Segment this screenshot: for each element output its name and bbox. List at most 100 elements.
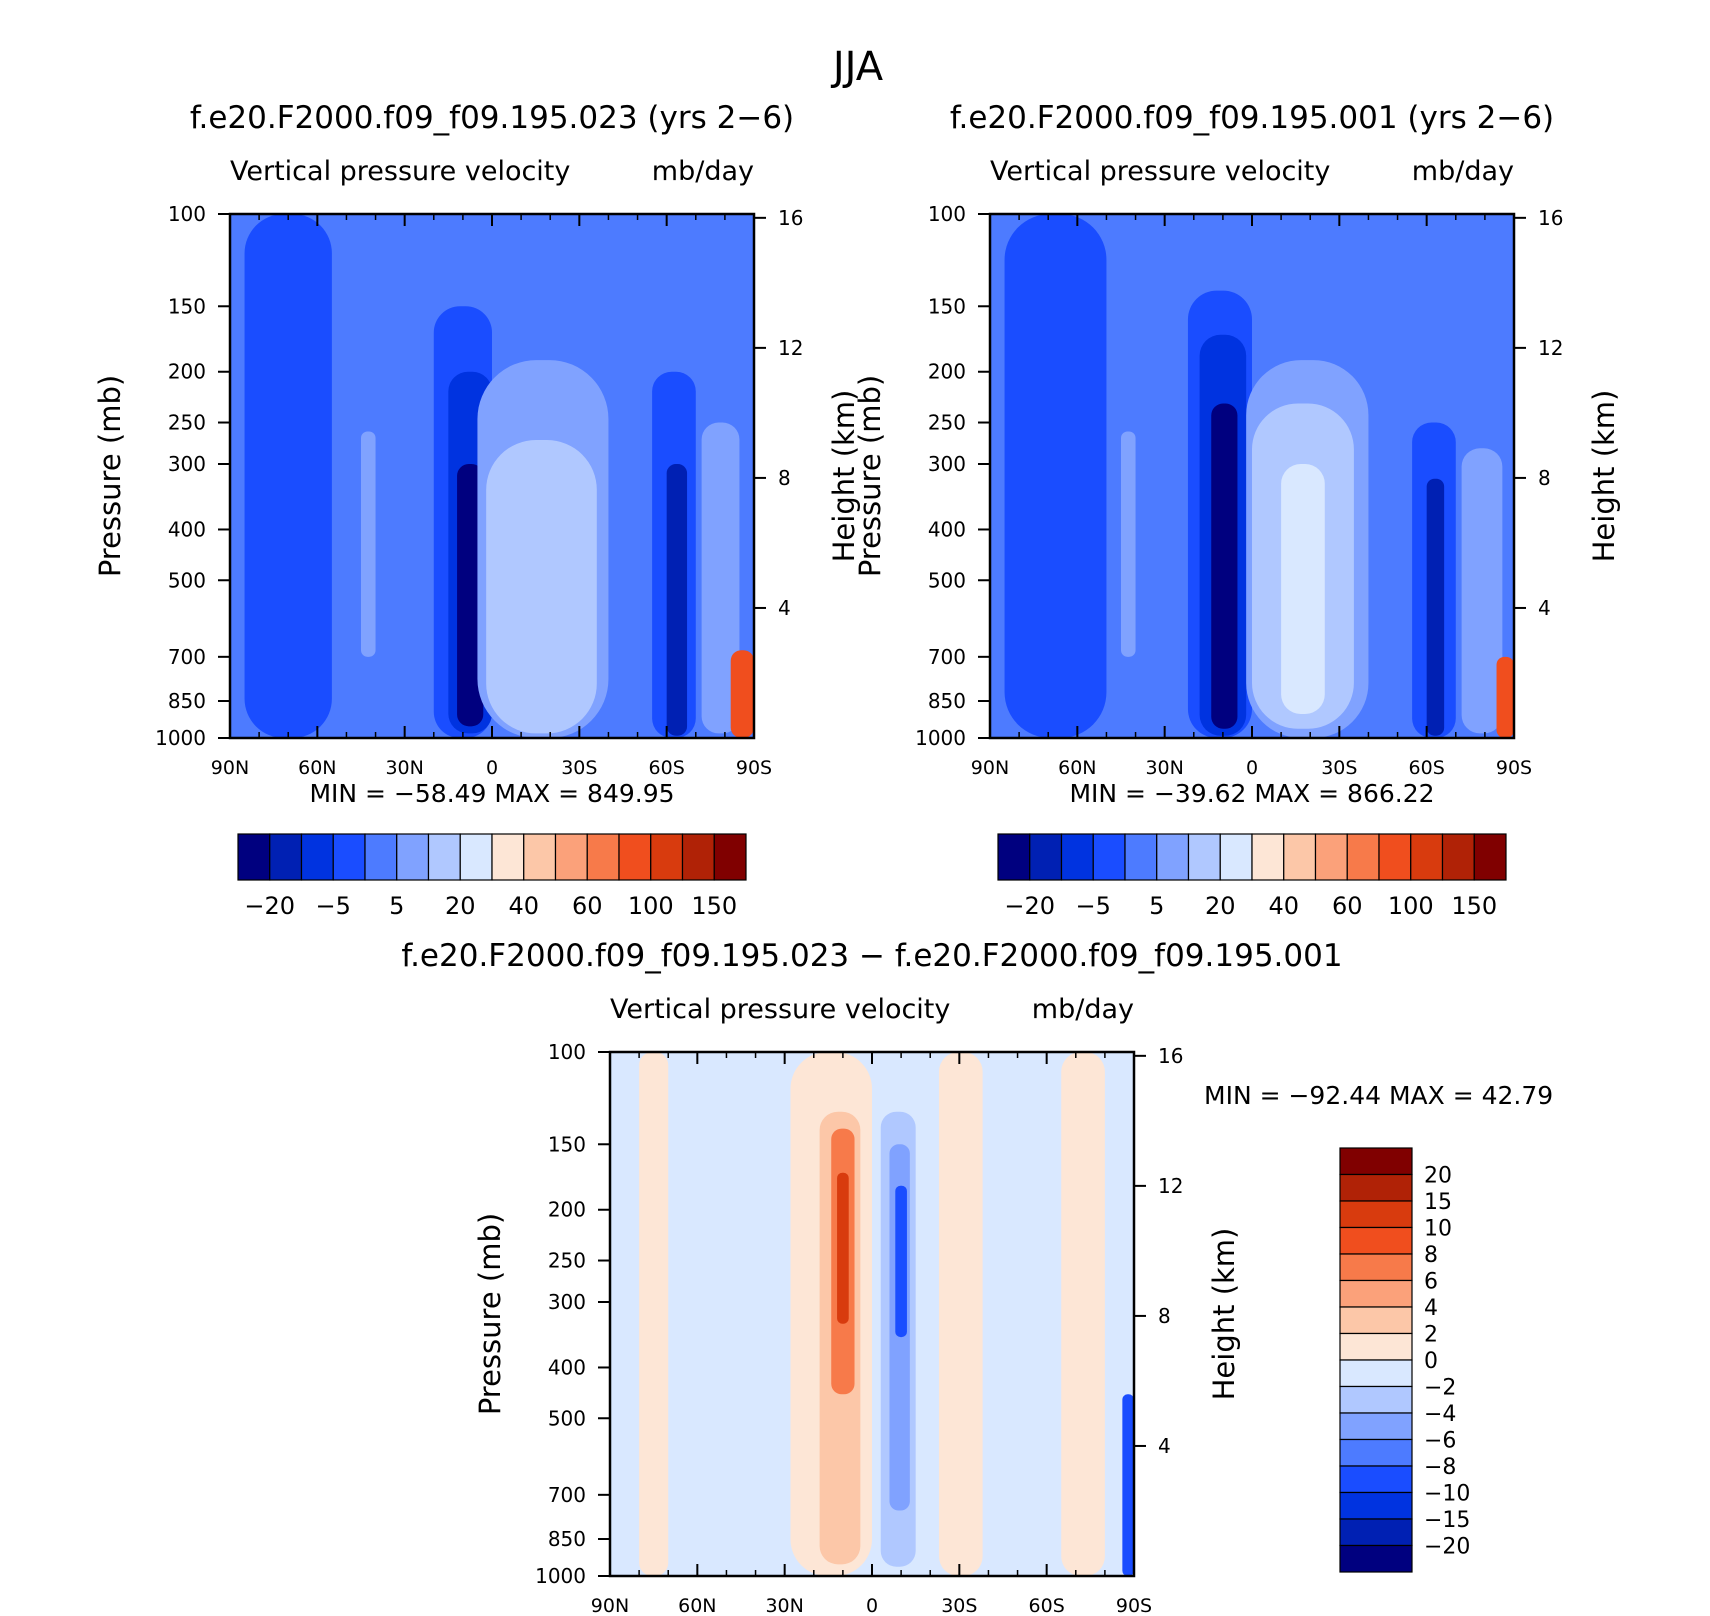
- colorbar-label: 4: [1424, 1296, 1438, 1321]
- colorbar-label: 60: [1332, 892, 1363, 920]
- colorbar-label: 10: [1424, 1217, 1452, 1242]
- y-tick-label: 1000: [915, 726, 966, 750]
- colorbar-label: 8: [1424, 1243, 1438, 1268]
- colorbar-box: [1339, 1253, 1413, 1282]
- colorbar-box: [1187, 833, 1221, 881]
- colorbar-box: [1346, 833, 1380, 881]
- colorbar-box: [1156, 833, 1190, 881]
- field-layer: [990, 214, 1514, 738]
- colorbar-label: 150: [1451, 892, 1497, 920]
- y-tick-label: 400: [928, 517, 966, 541]
- x-tick-label: 30S: [561, 757, 597, 779]
- colorbar-box: [1378, 833, 1412, 881]
- colorbar-label: 6: [1424, 1270, 1438, 1295]
- colorbar-label: 0: [1424, 1349, 1438, 1374]
- y-tick-label: 150: [928, 294, 966, 318]
- panel-3: f.e20.F2000.f09_f09.195.023 − f.e20.F200…: [401, 938, 1553, 1616]
- colorbar-label: 40: [1268, 892, 1299, 920]
- y-right-tick-label: 8: [778, 466, 791, 490]
- colorbar-box: [300, 833, 334, 881]
- colorbar-box: [1473, 833, 1507, 881]
- y-right-tick-label: 8: [1158, 1304, 1171, 1328]
- colorbar-box: [554, 833, 588, 881]
- colorbar-box: [586, 833, 620, 881]
- x-tick-label: 30N: [765, 1595, 803, 1616]
- colorbar-label: −10: [1424, 1482, 1470, 1507]
- colorbar-box: [1339, 1385, 1413, 1414]
- y-tick-label: 100: [928, 202, 966, 226]
- x-tick-label: 0: [486, 757, 498, 779]
- field-region: [1061, 1052, 1105, 1576]
- x-tick-label: 90N: [591, 1595, 629, 1616]
- colorbar-label: −20: [1004, 892, 1055, 920]
- x-tick-label: 30S: [1321, 757, 1357, 779]
- x-tick-label: 60S: [1029, 1595, 1065, 1616]
- field-region: [1281, 464, 1325, 715]
- colorbar-box: [459, 833, 493, 881]
- y-tick-label: 1000: [155, 726, 206, 750]
- colorbar-label: 100: [628, 892, 674, 920]
- y-axis-right-label: Height (km): [1587, 390, 1621, 563]
- colorbar-box: [364, 833, 398, 881]
- colorbar-box: [1283, 833, 1317, 881]
- colorbar-label: 40: [508, 892, 539, 920]
- colorbar-box: [427, 833, 461, 881]
- field-region: [1211, 403, 1238, 729]
- colorbar-label: 150: [691, 892, 737, 920]
- field-region: [1122, 1394, 1134, 1576]
- colorbar-label: 5: [1149, 892, 1164, 920]
- colorbar-label: 20: [1205, 892, 1236, 920]
- colorbar-box: [1339, 1173, 1413, 1202]
- panel-1: f.e20.F2000.f09_f09.195.023 (yrs 2−6) Ver…: [93, 100, 861, 920]
- colorbar-box: [1314, 833, 1348, 881]
- y-tick-label: 150: [168, 294, 206, 318]
- x-tick-label: 30N: [385, 757, 423, 779]
- colorbar-box: [1410, 833, 1444, 881]
- field-region: [938, 1052, 983, 1576]
- y-axis-label: Pressure (mb): [853, 375, 887, 577]
- y-right-tick-label: 16: [778, 206, 803, 230]
- colorbar-label: −8: [1424, 1455, 1456, 1480]
- x-tick-label: 30N: [1145, 757, 1183, 779]
- colorbar: −20 −5 5 20 40 60 100 150: [997, 833, 1507, 920]
- colorbar-box: [237, 833, 271, 881]
- colorbar-box: [491, 833, 525, 881]
- field-region: [361, 431, 376, 657]
- y-right-tick-label: 4: [1158, 1434, 1171, 1458]
- y-tick-label: 850: [168, 689, 206, 713]
- y-tick-label: 700: [928, 645, 966, 669]
- panel-subtitle-right: mb/day: [1412, 156, 1514, 187]
- y-tick-label: 300: [168, 452, 206, 476]
- y-tick-label: 500: [548, 1406, 586, 1430]
- min-max-stats: MIN = −58.49 MAX = 849.95: [309, 779, 674, 808]
- field-region: [1461, 448, 1503, 734]
- field-region: [457, 464, 484, 727]
- colorbar-box: [1339, 1147, 1413, 1176]
- field-region: [486, 440, 597, 734]
- colorbar-box: [1339, 1491, 1413, 1520]
- y-right-tick-label: 16: [1538, 206, 1563, 230]
- colorbar-box: [1339, 1438, 1413, 1467]
- colorbar-box: [1219, 833, 1253, 881]
- colorbar-box: [1029, 833, 1063, 881]
- colorbar-box: [1251, 833, 1285, 881]
- colorbar-box: [681, 833, 715, 881]
- field-region: [837, 1172, 849, 1324]
- colorbar-label: −5: [1076, 892, 1111, 920]
- y-tick-label: 100: [548, 1040, 586, 1064]
- field-layer: [230, 214, 754, 738]
- panel-subtitle-left: Vertical pressure velocity: [230, 156, 570, 187]
- colorbar-box: [1339, 1332, 1413, 1361]
- x-tick-label: 90N: [971, 757, 1009, 779]
- x-tick-label: 60S: [1409, 757, 1445, 779]
- colorbar: −20 −5 5 20 40 60 100 150: [237, 833, 747, 920]
- panel-subtitle-left: Vertical pressure velocity: [990, 156, 1330, 187]
- colorbar-box: [1339, 1412, 1413, 1441]
- colorbar-box: [1441, 833, 1475, 881]
- colorbar-label: 20: [445, 892, 476, 920]
- y-tick-label: 700: [548, 1483, 586, 1507]
- y-right-tick-label: 12: [1158, 1174, 1183, 1198]
- x-tick-label: 60N: [678, 1595, 716, 1616]
- colorbar-box: [1339, 1544, 1413, 1573]
